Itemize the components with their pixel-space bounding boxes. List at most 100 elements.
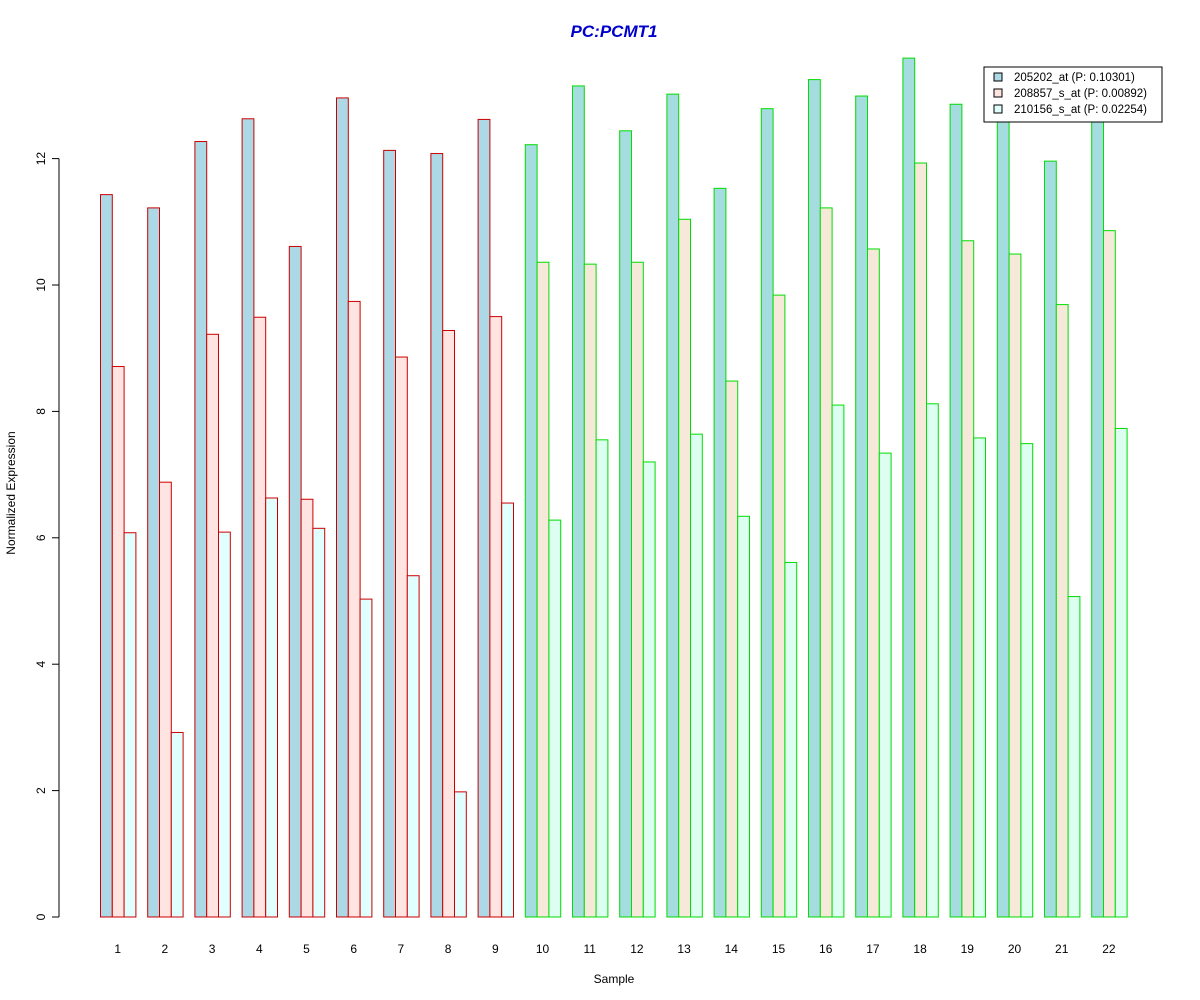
bar-sample-18-series-1 [902,57,916,918]
bar-sample-10-series-2 [536,261,550,918]
bar-sample-12-series-3 [642,461,656,918]
legend-label-1: 205202_at (P: 0.10301) [1014,72,1135,84]
y-tick-label: 12 [34,152,48,166]
y-tick-label: 6 [34,534,48,541]
bar-sample-16-series-1 [808,79,821,918]
bar-sample-9-series-2 [489,316,503,918]
bar-sample-2-series-1 [147,207,160,918]
x-tick-label: 5 [303,942,310,956]
x-tick-label: 8 [445,942,452,956]
bar-sample-16-series-3 [831,404,845,918]
bar-sample-1-series-3 [123,532,137,918]
chart-title: PC:PCMT1 [571,22,658,41]
legend-box [983,66,1163,123]
bar-sample-4-series-1 [241,118,255,918]
x-tick-label: 6 [350,942,357,956]
bar-sample-7-series-3 [406,575,420,918]
bar-sample-20-series-3 [1020,443,1034,918]
bar-sample-13-series-3 [690,433,703,918]
legend-label-3: 210156_s_at (P: 0.02254) [1014,104,1147,116]
bar-sample-22-series-2 [1103,230,1116,918]
bar-sample-10-series-3 [548,519,562,918]
bar-sample-18-series-3 [926,403,939,918]
bar-sample-17-series-1 [855,95,869,918]
bar-sample-20-series-1 [996,118,1010,918]
bar-sample-15-series-2 [772,294,786,918]
bar-sample-8-series-1 [430,153,444,918]
bar-sample-14-series-2 [725,380,739,918]
bar-sample-21-series-2 [1055,304,1069,918]
y-tick-label: 8 [34,408,48,415]
bar-sample-20-series-2 [1008,253,1022,918]
bar-sample-16-series-2 [819,207,833,918]
x-tick-label: 3 [209,942,216,956]
bar-sample-21-series-1 [1044,160,1057,918]
bar-sample-9-series-3 [501,502,515,918]
y-axis: 0 2 4 6 8 10 12 [34,152,60,920]
x-tick-label: 19 [961,942,975,956]
bars-layer [100,57,1128,918]
bar-sample-1-series-2 [111,366,125,918]
y-tick-label: 0 [34,913,48,920]
bar-sample-13-series-2 [678,218,692,918]
bar-sample-15-series-3 [784,561,798,918]
bar-sample-3-series-3 [218,531,231,918]
x-tick-label: 17 [866,942,880,956]
bar-sample-8-series-2 [442,330,456,918]
x-tick-label: 13 [677,942,691,956]
bar-sample-22-series-1 [1091,115,1104,918]
x-tick-label: 21 [1055,942,1069,956]
bar-sample-5-series-1 [288,245,302,918]
bar-sample-22-series-3 [1114,427,1128,918]
bar-sample-14-series-3 [737,515,751,918]
bar-sample-18-series-2 [914,162,928,918]
legend-label-2: 208857_s_at (P: 0.00892) [1014,88,1147,100]
bar-sample-17-series-2 [867,248,880,918]
bar-sample-6-series-3 [359,598,373,918]
x-tick-label: 15 [772,942,786,956]
bar-sample-19-series-1 [949,103,963,918]
bar-sample-6-series-2 [347,300,361,918]
x-tick-label: 7 [398,942,405,956]
x-tick-label: 14 [725,942,739,956]
bar-sample-12-series-1 [619,130,633,918]
legend-swatch-3 [993,104,1003,114]
bar-sample-14-series-1 [713,187,727,918]
bar-sample-1-series-1 [100,194,113,918]
x-tick-label: 22 [1102,942,1116,956]
x-tick-label: 16 [819,942,833,956]
x-tick-label: 10 [536,942,550,956]
bar-sample-11-series-3 [595,439,609,918]
bar-sample-7-series-1 [383,149,397,918]
bar-sample-15-series-1 [760,108,774,918]
x-tick-label: 20 [1008,942,1022,956]
bar-sample-13-series-1 [666,93,680,918]
x-axis-title: Sample [594,972,635,986]
x-tick-label: 4 [256,942,263,956]
bar-sample-7-series-2 [395,356,408,918]
x-tick-label: 11 [583,942,596,956]
bar-sample-6-series-1 [336,97,349,918]
bar-sample-19-series-2 [961,240,975,918]
bar-sample-19-series-3 [973,437,987,918]
legend-swatch-1 [993,72,1003,82]
x-tick-label: 2 [162,942,169,956]
bar-sample-3-series-1 [194,141,208,918]
x-tick-label: 18 [913,942,927,956]
bar-sample-5-series-3 [312,527,326,918]
bar-sample-21-series-3 [1067,596,1081,918]
x-tick-label: 12 [630,942,644,956]
bar-sample-8-series-3 [454,791,467,918]
y-tick-label: 2 [34,787,48,794]
bar-sample-11-series-2 [583,263,597,918]
bar-sample-4-series-2 [253,316,267,918]
bar-sample-17-series-3 [878,452,892,918]
bar-sample-12-series-2 [631,261,644,918]
bar-sample-2-series-3 [170,731,184,918]
y-axis-title: Normalized Expression [4,431,18,554]
x-tick-label: 9 [492,942,499,956]
bar-sample-9-series-1 [477,118,491,918]
y-tick-label: 10 [34,278,48,292]
bar-sample-10-series-1 [524,144,538,918]
